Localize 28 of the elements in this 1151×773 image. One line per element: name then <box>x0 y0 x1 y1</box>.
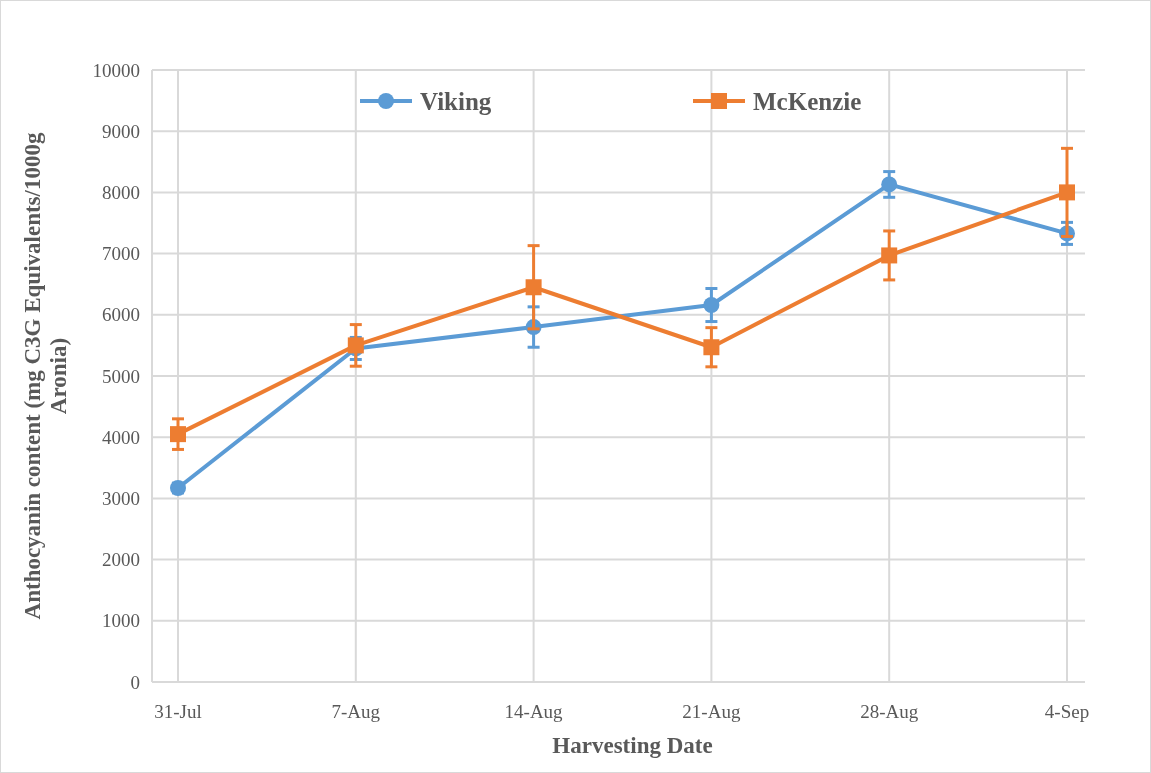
x-tick-label: 14-Aug <box>504 701 564 722</box>
point <box>703 297 720 314</box>
y-tick-label: 10000 <box>92 59 140 81</box>
y-axis-title: Anthocyanin content (mg C3G Equivalents/1000g Aronia) <box>20 132 71 620</box>
point <box>1059 184 1075 201</box>
y-tick-label: 5000 <box>102 365 140 387</box>
y-tick-label: 4000 <box>102 426 140 448</box>
x-axis-title: Harvesting Date <box>552 733 713 758</box>
y-tick-label: 0 <box>130 671 140 693</box>
x-tick-label: 28-Aug <box>860 701 919 722</box>
y-tick-label: 6000 <box>102 304 140 326</box>
x-tick-label: 21-Aug <box>682 701 741 722</box>
legend-label: Viking <box>420 87 492 115</box>
x-tick-label: 4-Sep <box>1044 701 1090 722</box>
y-tick-label: 3000 <box>102 488 140 510</box>
point <box>881 176 898 193</box>
point <box>170 426 186 443</box>
point <box>881 247 898 264</box>
legend-label: McKenzie <box>753 87 862 115</box>
x-tick-label: 31-Jul <box>154 701 202 722</box>
y-tick-label: 2000 <box>102 549 140 571</box>
y-tick-label: 1000 <box>102 610 140 632</box>
point <box>525 279 542 296</box>
x-tick-label: 7-Aug <box>331 701 381 722</box>
point <box>703 339 720 356</box>
y-tick-label: 9000 <box>102 120 140 142</box>
y-tick-label: 7000 <box>102 243 140 265</box>
y-tick-label: 8000 <box>102 182 140 204</box>
